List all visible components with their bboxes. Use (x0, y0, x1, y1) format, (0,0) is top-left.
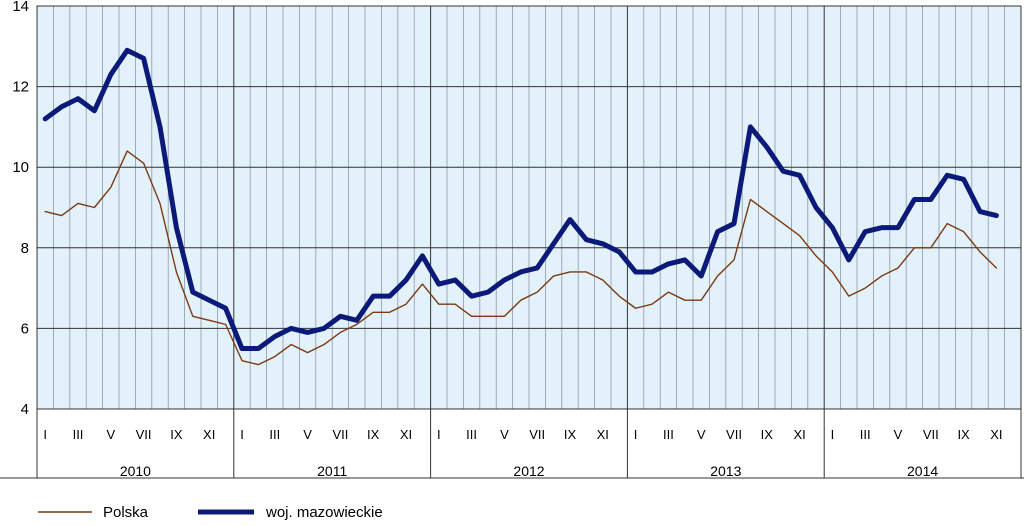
x-tick-label: I (634, 427, 638, 442)
grid (36, 5, 1022, 410)
x-tick-label: IX (761, 427, 774, 442)
series-line-0 (44, 150, 998, 366)
x-tick-label: I (437, 427, 441, 442)
legend-label-polska: Polska (103, 504, 149, 521)
x-tick-label: VII (923, 427, 939, 442)
x-tick-label: I (831, 427, 835, 442)
x-tick-label: IX (564, 427, 577, 442)
year-label: 2014 (907, 463, 938, 479)
x-tick-label: VII (136, 427, 152, 442)
x-tick-label: V (500, 427, 509, 442)
legend-label-mazowieckie: woj. mazowieckie (265, 504, 383, 521)
x-tick-label: XI (203, 427, 215, 442)
x-tick-label: XI (990, 427, 1002, 442)
x-tick-label: V (303, 427, 312, 442)
y-tick-label: 12 (12, 79, 29, 96)
plot-frame (36, 5, 1022, 410)
x-tick-label: I (240, 427, 244, 442)
year-label: 2011 (317, 463, 347, 479)
x-tick-label: III (860, 427, 871, 442)
x-tick-label: VII (529, 427, 545, 442)
x-tick-label: V (106, 427, 115, 442)
x-tick-label: XI (597, 427, 609, 442)
x-tick-label: III (663, 427, 674, 442)
x-tick-label: IX (957, 427, 970, 442)
x-tick-label: IX (367, 427, 380, 442)
x-tick-label: I (43, 427, 47, 442)
y-tick-label: 14 (12, 0, 29, 15)
y-tick-label: 8 (21, 240, 29, 257)
y-axis: 4 6 8 10 12 14 (12, 0, 29, 418)
x-tick-label: III (73, 427, 84, 442)
y-tick-label: 6 (21, 320, 29, 337)
x-tick-label: III (269, 427, 280, 442)
x-tick-label: XI (793, 427, 805, 442)
year-label: 2013 (710, 463, 741, 479)
series-line-1 (42, 47, 999, 352)
x-tick-label: VII (332, 427, 348, 442)
year-label: 2010 (120, 463, 151, 479)
legend: Polska woj. mazowieckie (38, 504, 383, 521)
x-tick-label: XI (400, 427, 412, 442)
x-tick-label: V (697, 427, 706, 442)
x-tick-label: IX (170, 427, 183, 442)
x-tick-label: V (894, 427, 903, 442)
x-tick-label: III (466, 427, 477, 442)
y-tick-label: 10 (12, 159, 29, 176)
series (42, 47, 999, 366)
y-tick-label: 4 (21, 401, 29, 418)
x-tick-label: VII (726, 427, 742, 442)
year-label: 2012 (513, 463, 544, 479)
